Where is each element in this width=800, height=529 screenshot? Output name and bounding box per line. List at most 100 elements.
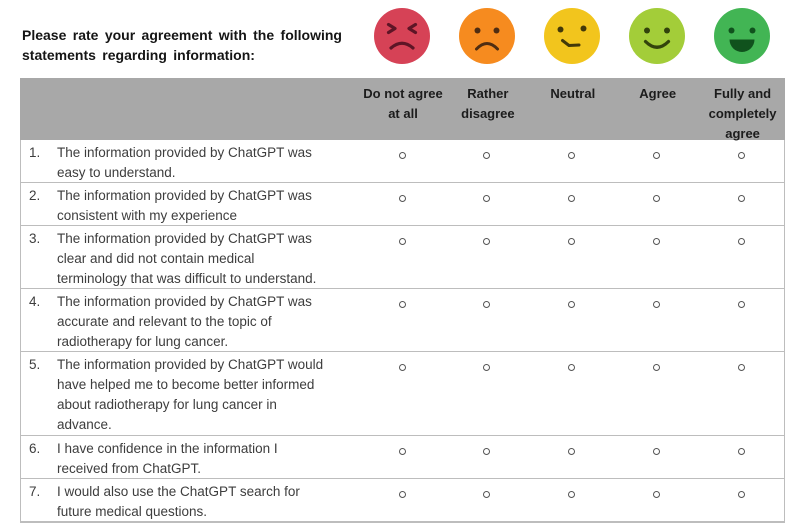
rating-cell: [360, 352, 445, 435]
statement-text: I have confidence in the information I r…: [56, 441, 278, 476]
radio-option[interactable]: [483, 364, 491, 371]
radio-option[interactable]: [653, 238, 661, 245]
rating-cell: [444, 140, 529, 182]
emoji-mouth: [561, 39, 581, 47]
radio-option[interactable]: [738, 301, 746, 308]
survey-title: Please rate your agreement with the foll…: [22, 27, 342, 63]
radio-option[interactable]: [738, 152, 746, 159]
radio-option[interactable]: [483, 448, 491, 455]
radio-option[interactable]: [653, 195, 661, 202]
frown-face-icon: [459, 8, 515, 64]
rating-cell: [529, 226, 614, 288]
rating-cell: [444, 289, 529, 351]
emoji-face: [374, 8, 430, 64]
radio-option[interactable]: [568, 491, 576, 498]
statement-number: 4.: [29, 294, 41, 309]
radio-option[interactable]: [653, 364, 661, 371]
radio-option[interactable]: [653, 448, 661, 455]
column-header-fully-agree: Fully and completely agree: [708, 86, 777, 141]
rating-cell: [444, 183, 529, 225]
radio-option[interactable]: [483, 195, 491, 202]
rating-cell: [614, 436, 699, 478]
radio-option[interactable]: [568, 301, 576, 308]
statement-text: The information provided by ChatGPT was …: [56, 294, 312, 349]
radio-option[interactable]: [738, 195, 746, 202]
statement-number: 2.: [29, 188, 41, 203]
header-spacer: [20, 78, 361, 140]
radio-option[interactable]: [568, 364, 576, 371]
radio-option[interactable]: [398, 152, 406, 159]
radio-option[interactable]: [568, 238, 576, 245]
radio-option[interactable]: [398, 448, 406, 455]
radio-option[interactable]: [568, 448, 576, 455]
rating-cell: [444, 352, 529, 435]
column-header-agree: Agree: [639, 86, 677, 101]
rating-cell: [360, 436, 445, 478]
emoji-mouth: [729, 39, 755, 52]
radio-option[interactable]: [738, 448, 746, 455]
rating-cell: [529, 479, 614, 521]
emoji-face: [714, 8, 770, 64]
statement-number: 6.: [29, 441, 41, 456]
table-row: 3. The information provided by ChatGPT w…: [21, 226, 784, 289]
radio-option[interactable]: [653, 301, 661, 308]
table-row: 1. The information provided by ChatGPT w…: [21, 140, 784, 183]
radio-option[interactable]: [483, 152, 491, 159]
rating-cell: [360, 479, 445, 521]
skeptical-face-icon: [544, 8, 600, 64]
rating-cell: [699, 352, 784, 435]
statement-text: I would also use the ChatGPT search for …: [56, 484, 300, 519]
radio-option[interactable]: [398, 364, 406, 371]
emoji-face: [629, 8, 685, 64]
radio-option[interactable]: [738, 491, 746, 498]
rating-cell: [444, 436, 529, 478]
radio-option[interactable]: [738, 364, 746, 371]
angry-face-icon: [374, 8, 430, 64]
radio-option[interactable]: [398, 301, 406, 308]
rating-cell: [699, 226, 784, 288]
rating-cell: [529, 436, 614, 478]
radio-option[interactable]: [568, 152, 576, 159]
rating-cell: [614, 140, 699, 182]
emoji-face: [459, 8, 515, 64]
radio-option[interactable]: [483, 301, 491, 308]
rating-table: Do not agree at all Rather disagree Neut…: [20, 78, 785, 523]
big-smile-face-icon: [714, 8, 770, 64]
emoji-face: [544, 8, 600, 64]
rating-cell: [360, 289, 445, 351]
radio-option[interactable]: [653, 152, 661, 159]
radio-option[interactable]: [568, 195, 576, 202]
column-header-rather-disagree: Rather disagree: [461, 86, 515, 121]
table-header-row: Do not agree at all Rather disagree Neut…: [20, 78, 785, 141]
column-header-neutral: Neutral: [550, 86, 596, 101]
statement-text: The information provided by ChatGPT was …: [56, 188, 312, 223]
emoji-mouth: [475, 42, 499, 51]
statement-text: The information provided by ChatGPT was …: [56, 145, 312, 180]
table-row: 2. The information provided by ChatGPT w…: [21, 183, 784, 226]
statement-number: 5.: [29, 357, 41, 372]
rating-cell: [699, 140, 784, 182]
radio-option[interactable]: [398, 195, 406, 202]
rating-cell: [360, 226, 445, 288]
radio-option[interactable]: [738, 238, 746, 245]
radio-option[interactable]: [483, 491, 491, 498]
rating-cell: [699, 289, 784, 351]
radio-option[interactable]: [398, 491, 406, 498]
radio-option[interactable]: [483, 238, 491, 245]
rating-cell: [614, 352, 699, 435]
rating-cell: [529, 140, 614, 182]
statement-number: 7.: [29, 484, 41, 499]
emoji-mouth: [643, 39, 671, 49]
rating-cell: [699, 436, 784, 478]
rating-cell: [699, 479, 784, 521]
rating-cell: [529, 183, 614, 225]
column-header-do-not-agree: Do not agree at all: [363, 86, 443, 121]
radio-option[interactable]: [398, 238, 406, 245]
rating-cell: [699, 183, 784, 225]
table-row: 5. The information provided by ChatGPT w…: [21, 352, 784, 436]
rating-cell: [614, 226, 699, 288]
statement-text: The information provided by ChatGPT woul…: [56, 357, 324, 432]
radio-option[interactable]: [653, 491, 661, 498]
rating-cell: [529, 352, 614, 435]
